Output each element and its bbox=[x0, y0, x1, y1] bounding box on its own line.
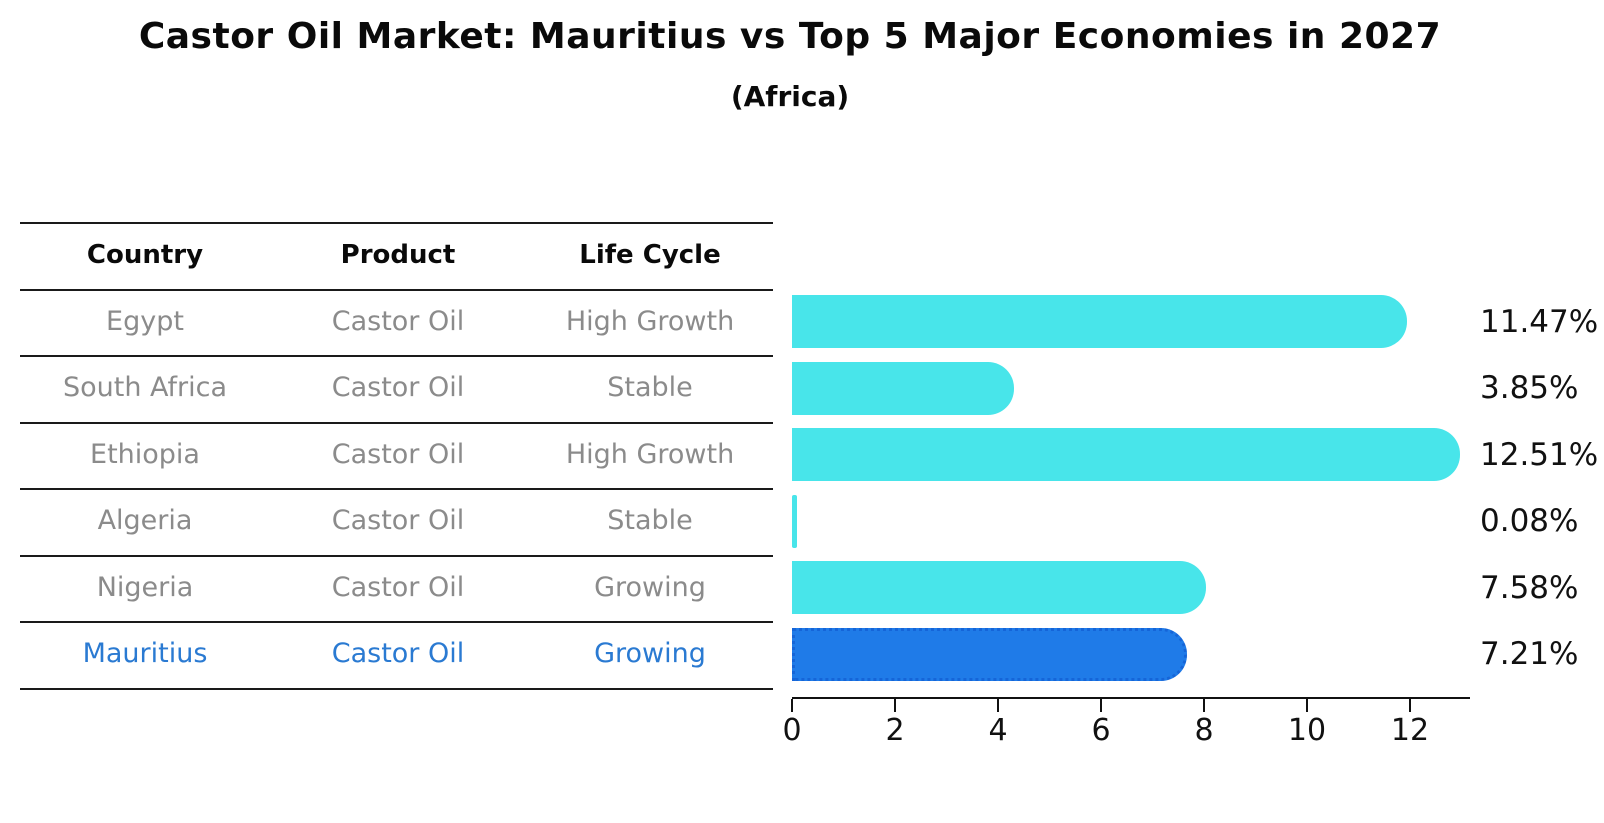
value-label: 7.21% bbox=[1480, 636, 1579, 673]
table-cell-product: Castor Oil bbox=[331, 638, 465, 670]
table-cell-life_cycle: Growing bbox=[594, 638, 706, 670]
x-axis-tick-label: 12 bbox=[1390, 713, 1430, 748]
table-cell-life_cycle: High Growth bbox=[565, 305, 735, 337]
table-row-rule bbox=[20, 687, 773, 690]
bar-ethiopia bbox=[792, 428, 1460, 482]
x-axis-tick bbox=[1409, 699, 1411, 712]
x-axis-tick-label: 4 bbox=[988, 713, 1008, 748]
table-cell-product: Castor Oil bbox=[331, 305, 465, 337]
x-axis-tick-label: 2 bbox=[885, 713, 905, 748]
bar-egypt bbox=[792, 295, 1407, 349]
table-cell-country: South Africa bbox=[62, 372, 228, 404]
x-axis-tick-label: 8 bbox=[1194, 713, 1214, 748]
x-axis-tick bbox=[791, 699, 793, 712]
table-cell-product: Castor Oil bbox=[331, 372, 465, 404]
table-cell-life_cycle: Stable bbox=[607, 505, 693, 537]
table-top-rule bbox=[20, 222, 773, 224]
x-axis-line bbox=[792, 697, 1470, 699]
x-axis-tick bbox=[1100, 699, 1102, 712]
column-header-life_cycle: Life Cycle bbox=[579, 240, 721, 271]
bar-mauritius bbox=[792, 627, 1187, 681]
table-cell-country: Egypt bbox=[106, 305, 184, 337]
value-label: 3.85% bbox=[1480, 370, 1579, 407]
bar-south-africa bbox=[792, 361, 1014, 415]
bar-algeria bbox=[792, 494, 797, 548]
chart-subtitle: (Africa) bbox=[730, 80, 850, 113]
value-label: 7.58% bbox=[1480, 569, 1579, 606]
x-axis-tick bbox=[997, 699, 999, 712]
chart-title: Castor Oil Market: Mauritius vs Top 5 Ma… bbox=[138, 16, 1442, 57]
bar-nigeria bbox=[792, 561, 1206, 615]
table-row-rule bbox=[20, 288, 773, 291]
x-axis-tick-label: 6 bbox=[1091, 713, 1111, 748]
value-label: 0.08% bbox=[1480, 503, 1579, 540]
x-axis-tick-label: 0 bbox=[782, 713, 802, 748]
table-cell-country: Mauritius bbox=[82, 638, 208, 670]
table-row-rule bbox=[20, 421, 773, 424]
x-axis-tick bbox=[1203, 699, 1205, 712]
x-axis-tick bbox=[1306, 699, 1308, 712]
column-header-product: Product bbox=[340, 240, 456, 271]
table-cell-country: Algeria bbox=[97, 505, 193, 537]
table-cell-life_cycle: Growing bbox=[594, 571, 706, 603]
table-cell-product: Castor Oil bbox=[331, 571, 465, 603]
x-axis-tick bbox=[894, 699, 896, 712]
value-label: 12.51% bbox=[1480, 436, 1599, 473]
table-cell-product: Castor Oil bbox=[331, 505, 465, 537]
table-row-rule bbox=[20, 355, 773, 357]
table-cell-life_cycle: Stable bbox=[607, 372, 693, 404]
x-axis-tick-label: 10 bbox=[1287, 713, 1327, 748]
table-cell-country: Nigeria bbox=[96, 571, 194, 603]
table-cell-product: Castor Oil bbox=[331, 438, 465, 470]
table-cell-life_cycle: High Growth bbox=[565, 438, 735, 470]
value-label: 11.47% bbox=[1480, 303, 1599, 340]
table-cell-country: Ethiopia bbox=[90, 438, 200, 470]
table-row-rule bbox=[20, 488, 773, 490]
column-header-country: Country bbox=[86, 240, 204, 271]
table-row-rule bbox=[20, 554, 773, 557]
table-row-rule bbox=[20, 621, 773, 623]
